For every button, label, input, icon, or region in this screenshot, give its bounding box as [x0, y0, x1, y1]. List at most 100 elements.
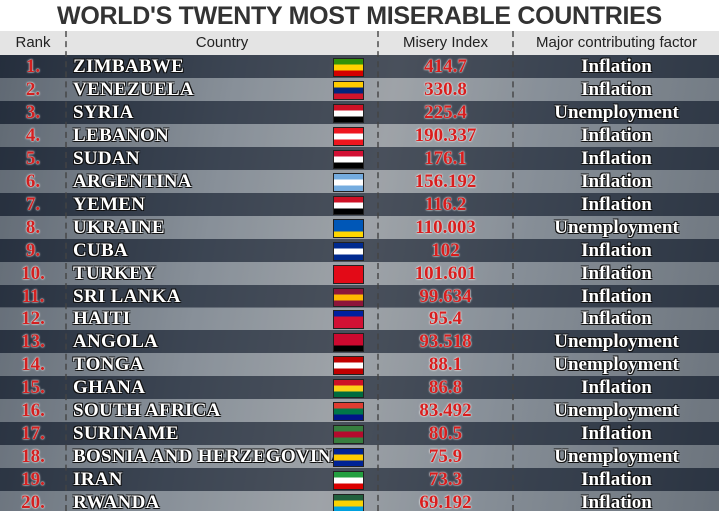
factor-cell: Inflation	[581, 377, 652, 399]
country-cell: SUDAN	[73, 147, 140, 169]
factor-cell: Inflation	[581, 239, 652, 261]
flag-icon	[333, 425, 364, 445]
country-cell: ARGENTINA	[73, 170, 192, 192]
factor-cell: Inflation	[581, 147, 652, 169]
table-row: 1. ZIMBABWE 414.7 Inflation	[0, 55, 719, 78]
table-row: 20. RWANDA 69.192 Inflation	[0, 491, 719, 511]
table-row: 16. SOUTH AFRICA 83.492 Unemployment	[0, 399, 719, 423]
misery-index-cell: 225.4	[424, 101, 467, 123]
flag-icon	[333, 402, 364, 422]
country-cell: BOSNIA AND HERZEGOVINA	[73, 446, 346, 468]
rank-cell: 19.	[21, 469, 45, 491]
flag-icon	[333, 333, 364, 353]
country-cell: SRI LANKA	[73, 285, 181, 307]
flag-icon	[333, 126, 364, 146]
factor-cell: Inflation	[581, 285, 652, 307]
rank-cell: 20.	[21, 492, 45, 511]
country-cell: HAITI	[73, 308, 131, 330]
factor-cell: Unemployment	[554, 400, 679, 422]
flag-icon	[333, 58, 364, 77]
flag-icon	[333, 471, 364, 491]
flag-icon	[333, 287, 364, 307]
rank-cell: 3.	[25, 101, 41, 123]
header-cell: Country	[195, 34, 249, 51]
table-row: 17. SURINAME 80.5 Inflation	[0, 422, 719, 446]
table-row: 3. SYRIA 225.4 Unemployment	[0, 100, 719, 124]
misery-index-cell: 190.337	[414, 124, 477, 146]
table-row: 14. TONGA 88.1 Unemployment	[0, 353, 719, 377]
table-header: Rank Country Misery Index Major contribu…	[0, 31, 719, 55]
title: WORLD'S TWENTY MOST MISERABLE COUNTRIES	[57, 2, 662, 30]
flag-icon	[333, 494, 364, 511]
country-cell: VENEZUELA	[73, 78, 194, 100]
table-row: 13. ANGOLA 93.518 Unemployment	[0, 330, 719, 354]
factor-cell: Unemployment	[554, 101, 679, 123]
flag-icon	[333, 103, 364, 123]
rank-cell: 18.	[21, 446, 45, 468]
country-cell: CUBA	[73, 239, 129, 261]
country-cell: SOUTH AFRICA	[73, 400, 221, 422]
factor-cell: Inflation	[581, 170, 652, 192]
table-row: 5. SUDAN 176.1 Inflation	[0, 146, 719, 170]
table-row: 2. VENEZUELA 330.8 Inflation	[0, 77, 719, 101]
misery-index-cell: 86.8	[428, 377, 463, 399]
misery-index-cell: 83.492	[419, 400, 472, 422]
flag-icon	[333, 448, 364, 468]
table-row: 18. BOSNIA AND HERZEGOVINA 75.9 Unemploymen…	[0, 445, 719, 469]
misery-index-cell: 73.3	[428, 469, 463, 491]
flag-icon	[333, 80, 364, 100]
country-cell: IRAN	[73, 469, 123, 491]
factor-cell: Inflation	[581, 469, 652, 491]
rank-cell: 1.	[25, 56, 41, 77]
header-cell: Misery Index	[402, 34, 489, 51]
table-row: 6. ARGENTINA 156.192 Inflation	[0, 169, 719, 193]
factor-cell: Inflation	[581, 308, 652, 330]
country-cell: SURINAME	[73, 423, 179, 445]
country-cell: ZIMBABWE	[73, 56, 185, 77]
table-row: 15. GHANA 86.8 Inflation	[0, 376, 719, 400]
rank-cell: 10.	[21, 262, 45, 284]
misery-index-cell: 330.8	[424, 78, 467, 100]
factor-cell: Unemployment	[554, 216, 679, 238]
table-row: 7. YEMEN 116.2 Inflation	[0, 192, 719, 216]
factor-cell: Inflation	[581, 78, 652, 100]
header-cell: Major contributing factor	[536, 34, 697, 51]
rank-cell: 17.	[21, 423, 45, 445]
table-row: 19. IRAN 73.3 Inflation	[0, 468, 719, 492]
rank-cell: 11.	[21, 285, 45, 307]
column-divider	[65, 31, 67, 511]
table-row: 11. SRI LANKA 99.634 Inflation	[0, 284, 719, 308]
table-row: 10. TURKEY 101.601 Inflation	[0, 261, 719, 285]
table-row: 12. HAITI 95.4 Inflation	[0, 307, 719, 331]
misery-index-cell: 95.4	[428, 308, 463, 330]
misery-index-cell: 75.9	[428, 446, 463, 468]
column-divider	[512, 31, 514, 511]
header-cell: Rank	[15, 34, 51, 51]
misery-index-cell: 102	[431, 239, 460, 261]
rank-cell: 8.	[25, 216, 41, 238]
rank-cell: 4.	[25, 124, 41, 146]
rank-cell: 9.	[25, 239, 41, 261]
flag-icon	[333, 241, 364, 261]
country-cell: UKRAINE	[73, 216, 165, 238]
country-cell: TONGA	[73, 354, 144, 376]
factor-cell: Unemployment	[554, 331, 679, 353]
misery-index-cell: 69.192	[419, 492, 472, 511]
factor-cell: Inflation	[581, 193, 652, 215]
country-cell: ANGOLA	[73, 331, 159, 353]
misery-index-cell: 88.1	[428, 354, 463, 376]
flag-icon	[333, 218, 364, 238]
misery-index-cell: 414.7	[424, 56, 467, 77]
flag-icon	[333, 172, 364, 192]
table-row: 9. CUBA 102 Inflation	[0, 238, 719, 262]
factor-cell: Inflation	[581, 56, 652, 77]
flag-icon	[333, 356, 364, 376]
rank-cell: 5.	[25, 147, 41, 169]
country-cell: TURKEY	[73, 262, 157, 284]
rank-cell: 2.	[25, 78, 41, 100]
misery-index-cell: 116.2	[424, 193, 467, 215]
rank-cell: 6.	[25, 170, 41, 192]
misery-index-cell: 99.634	[419, 285, 472, 307]
misery-index-cell: 176.1	[424, 147, 467, 169]
